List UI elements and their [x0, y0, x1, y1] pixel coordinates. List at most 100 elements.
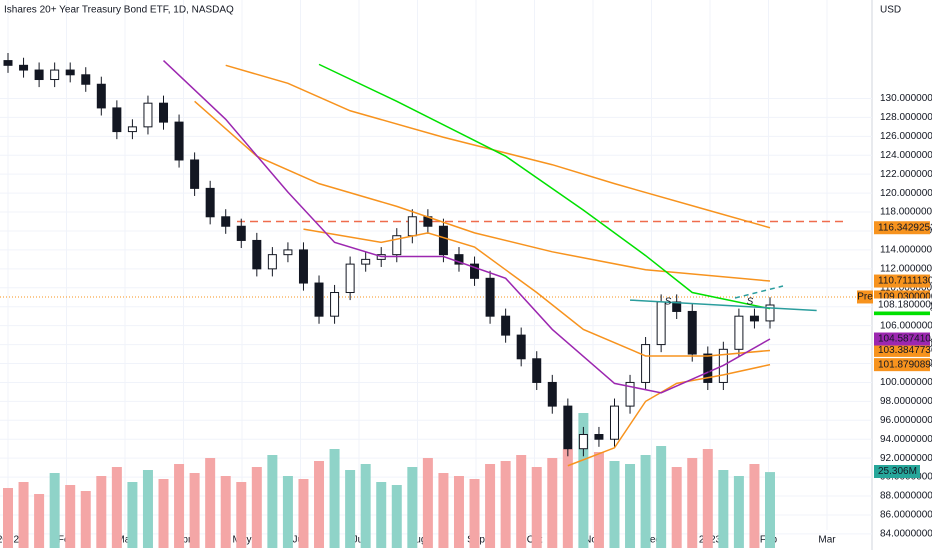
- y-tick-label: 128.0000000: [880, 112, 932, 123]
- candle-body: [392, 235, 402, 256]
- y-tick-label: 118.0000000: [880, 207, 932, 218]
- x-tick-label: Nov: [584, 535, 602, 546]
- volume-bar: [49, 473, 60, 548]
- candle-body: [734, 315, 744, 350]
- volume-bar: [220, 476, 231, 548]
- pattern-label: S: [747, 297, 754, 308]
- volume-bar: [749, 464, 760, 548]
- volume-bar: [360, 464, 371, 548]
- y-tick-label: 84.0000000: [880, 529, 932, 540]
- volume-bar: [733, 476, 744, 548]
- volume-bar: [205, 458, 216, 548]
- candle-body: [267, 254, 277, 270]
- candle-body: [578, 434, 588, 450]
- candle-body: [298, 249, 308, 284]
- chart-title: Ishares 20+ Year Treasury Bond ETF, 1D, …: [4, 5, 234, 16]
- pre-tag: Pre: [857, 292, 873, 303]
- candle-body: [345, 263, 355, 294]
- candle-body: [19, 64, 29, 71]
- volume-bar: [500, 461, 511, 548]
- candle-body: [143, 102, 153, 128]
- candle-body: [159, 102, 169, 123]
- y-tick-label: 114.0000000: [880, 245, 932, 256]
- volume-bar: [142, 470, 153, 548]
- volume-bar: [407, 467, 418, 548]
- volume-bar: [314, 461, 325, 548]
- y-tick-label: 100.0000000: [880, 377, 932, 388]
- price-tag-bg: [874, 332, 930, 346]
- volume-bar: [578, 413, 589, 548]
- moving-average: [303, 228, 771, 357]
- y-tick-label: 112.0000000: [880, 263, 932, 274]
- price-tag-bg: [874, 221, 930, 235]
- candle-body: [81, 74, 91, 85]
- volume-bar: [236, 482, 247, 548]
- candle-body: [174, 121, 184, 161]
- price-tag: 103.3847736: [878, 345, 932, 356]
- pattern-label: H: [703, 365, 711, 376]
- x-tick-label: Aug: [409, 535, 427, 546]
- y-tick-label: 106.0000000: [880, 320, 932, 331]
- candle-body: [594, 434, 604, 440]
- volume-bar: [329, 449, 340, 548]
- candle-body: [563, 405, 573, 450]
- y-tick-label: 110.0000000: [880, 282, 932, 293]
- volume-bar: [251, 467, 262, 548]
- y-tick-label: 126.0000000: [880, 131, 932, 142]
- candle-body: [470, 263, 480, 279]
- candle-body: [34, 69, 44, 81]
- candle-body: [221, 216, 231, 227]
- candle-body: [641, 344, 651, 383]
- y-tick-label: 98.0000000: [880, 396, 932, 407]
- volume-bar: [189, 473, 200, 548]
- y-tick-label: 124.0000000: [880, 150, 932, 161]
- volume-bar: [282, 476, 293, 548]
- volume-bar: [531, 467, 542, 548]
- volume-bar: [438, 473, 449, 548]
- volume-bar: [96, 476, 107, 548]
- price-tag-bg: [874, 358, 930, 372]
- candle-body: [703, 353, 713, 383]
- volume-bar: [640, 455, 651, 548]
- x-tick-label: Jul: [353, 535, 366, 546]
- x-tick-label: Mar: [116, 535, 134, 546]
- volume-bar: [625, 464, 636, 548]
- moving-average: [318, 63, 771, 310]
- candle-body: [454, 254, 464, 265]
- candle-body: [236, 225, 246, 241]
- price-tag-bg: [874, 343, 930, 357]
- candle-body: [609, 405, 619, 440]
- price-tag: 116.3429253: [878, 222, 932, 233]
- volume-bar: [453, 476, 464, 548]
- candle-body: [687, 310, 697, 355]
- candle-body: [127, 126, 137, 133]
- volume-bar: [65, 485, 76, 548]
- candle-body: [190, 159, 200, 189]
- volume-tag: 25.306M: [878, 466, 917, 477]
- candle-body: [625, 381, 635, 407]
- volume-bar: [422, 458, 433, 548]
- volume-bar: [80, 491, 91, 548]
- neckline: [629, 299, 817, 312]
- candle-body: [65, 69, 75, 76]
- price-tag-bg: [874, 298, 930, 312]
- volume-bar: [516, 455, 527, 548]
- price-tag: 109.0300000: [878, 292, 932, 303]
- volume-bar: [345, 470, 356, 548]
- moving-average: [194, 100, 771, 282]
- candle-body: [501, 315, 511, 336]
- candle-body: [330, 292, 340, 317]
- volume-bar: [298, 479, 309, 548]
- volume-bar: [469, 479, 480, 548]
- volume-bar: [687, 458, 698, 548]
- candle-body: [516, 334, 526, 360]
- y-tick-label: 96.0000000: [880, 415, 932, 426]
- y-tick-label: 86.0000000: [880, 510, 932, 521]
- candle-body: [438, 225, 448, 256]
- candle-body: [656, 301, 666, 346]
- x-tick-label: Mar: [818, 535, 836, 546]
- y-tick-label: 130.0000000: [880, 93, 932, 104]
- y-tick-label: 94.0000000: [880, 434, 932, 445]
- currency: USD: [880, 5, 901, 16]
